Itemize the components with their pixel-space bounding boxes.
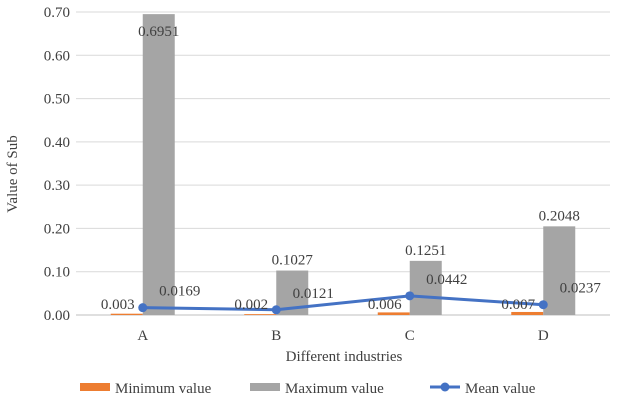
y-tick-label: 0.60: [44, 48, 70, 64]
y-tick-label: 0.50: [44, 92, 70, 108]
bar-maximum-value: [409, 260, 442, 315]
bar-minimum-value: [377, 312, 410, 315]
x-tick-label: A: [137, 328, 148, 344]
x-tick-label: C: [405, 328, 415, 344]
legend-marker: [440, 382, 450, 392]
y-tick-label: 0.70: [44, 5, 70, 21]
data-label: 0.0121: [293, 286, 334, 302]
legend-swatch: [250, 383, 280, 391]
ticks-layer: 0.00 0.10 0.20 0.30 0.40 0.50 0.60 0.70 A B C D: [44, 5, 549, 344]
bar-maximum-value: [142, 14, 175, 315]
legend-label: Minimum value: [115, 381, 212, 397]
legend-label: Mean value: [465, 381, 536, 397]
legend: Minimum value Maximum value Mean value: [80, 381, 536, 397]
labels-layer: 0.003 0.002 0.006 0.007 0.6951 0.1027 0.1251 0.…: [101, 24, 602, 313]
data-label: 0.1251: [405, 243, 446, 259]
y-axis-title: Value of Sub: [5, 135, 21, 213]
mean-value-marker: [271, 305, 281, 315]
legend-label: Maximum value: [285, 381, 384, 397]
y-tick-label: 0.00: [44, 308, 70, 324]
x-axis-title: Different industries: [286, 349, 403, 365]
data-label: 0.6951: [138, 24, 179, 40]
x-tick-label: D: [538, 328, 549, 344]
data-label: 0.1027: [272, 253, 314, 269]
bar-maximum-value: [543, 226, 576, 315]
x-tick-label: B: [271, 328, 281, 344]
mean-value-marker: [138, 303, 148, 313]
bar-minimum-value: [110, 313, 143, 315]
legend-swatch: [80, 383, 110, 391]
data-label: 0.2048: [539, 208, 580, 224]
y-tick-label: 0.10: [44, 265, 70, 281]
line-layer: [138, 291, 548, 315]
data-label: 0.002: [234, 297, 268, 313]
bar-minimum-value: [511, 311, 544, 315]
bar-minimum-value: [244, 314, 277, 315]
data-label: 0.006: [368, 297, 402, 313]
mean-value-marker: [538, 300, 548, 310]
data-label: 0.0169: [159, 284, 200, 300]
data-label: 0.0237: [560, 281, 602, 297]
bars-layer: [110, 14, 576, 315]
data-label: 0.0442: [426, 272, 467, 288]
y-tick-label: 0.20: [44, 221, 70, 237]
y-tick-label: 0.40: [44, 135, 70, 151]
mean-value-line: [142, 294, 544, 312]
data-label: 0.007: [501, 297, 535, 313]
data-label: 0.003: [101, 297, 135, 313]
y-tick-label: 0.30: [44, 178, 70, 194]
mean-value-marker: [405, 291, 415, 301]
